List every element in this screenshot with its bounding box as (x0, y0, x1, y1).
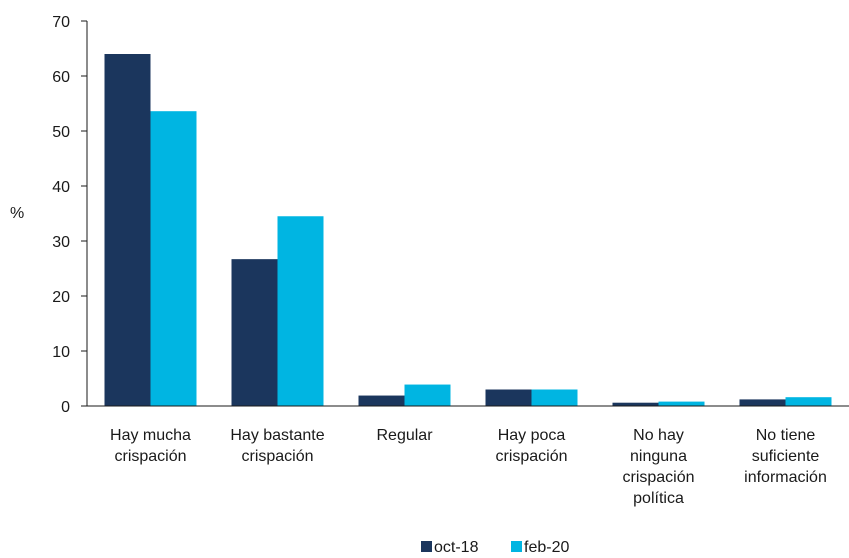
y-axis: 0 10 20 30 40 50 60 70 (52, 14, 88, 416)
bar-oct-18-3 (358, 395, 405, 406)
legend-label-feb-20: feb-20 (524, 539, 569, 556)
y-axis-label: % (10, 205, 24, 222)
bar-oct-18-2 (231, 259, 278, 406)
bar-feb-20-2 (277, 216, 324, 406)
y-tick-label: 10 (52, 344, 70, 361)
x-category-label: Regular (376, 427, 433, 444)
bar-oct-18-1 (104, 54, 151, 406)
x-category-label: Hay poca crispación (495, 427, 567, 465)
y-tick-label: 60 (52, 69, 70, 86)
legend-swatch-oct-18 (421, 541, 432, 552)
x-category-label: Hay bastante crispación (230, 427, 324, 465)
y-tick-label: 70 (52, 14, 70, 31)
y-tick-label: 0 (61, 399, 70, 416)
bar-oct-18-4 (485, 389, 532, 406)
y-tick-label: 20 (52, 289, 70, 306)
bar-feb-20-3 (404, 384, 451, 406)
x-axis: Hay mucha crispación Hay bastante crispació… (87, 405, 849, 507)
bar-oct-18-6 (739, 399, 786, 406)
y-tick-label: 40 (52, 179, 70, 196)
bar-feb-20-5 (658, 401, 705, 406)
bars (104, 54, 832, 406)
bar-feb-20-4 (531, 389, 578, 406)
bar-feb-20-6 (785, 397, 832, 406)
bar-feb-20-1 (150, 111, 197, 406)
x-category-label: Hay mucha crispación (110, 427, 191, 465)
x-category-label: No hay ninguna crispación política (622, 427, 694, 507)
bar-oct-18-5 (612, 402, 659, 406)
legend-label-oct-18: oct-18 (434, 539, 479, 556)
y-tick-label: 30 (52, 234, 70, 251)
legend: oct-18 feb-20 (421, 539, 569, 556)
x-category-label: No tiene suficiente información (744, 427, 827, 486)
legend-swatch-feb-20 (511, 541, 522, 552)
y-tick-label: 50 (52, 124, 70, 141)
